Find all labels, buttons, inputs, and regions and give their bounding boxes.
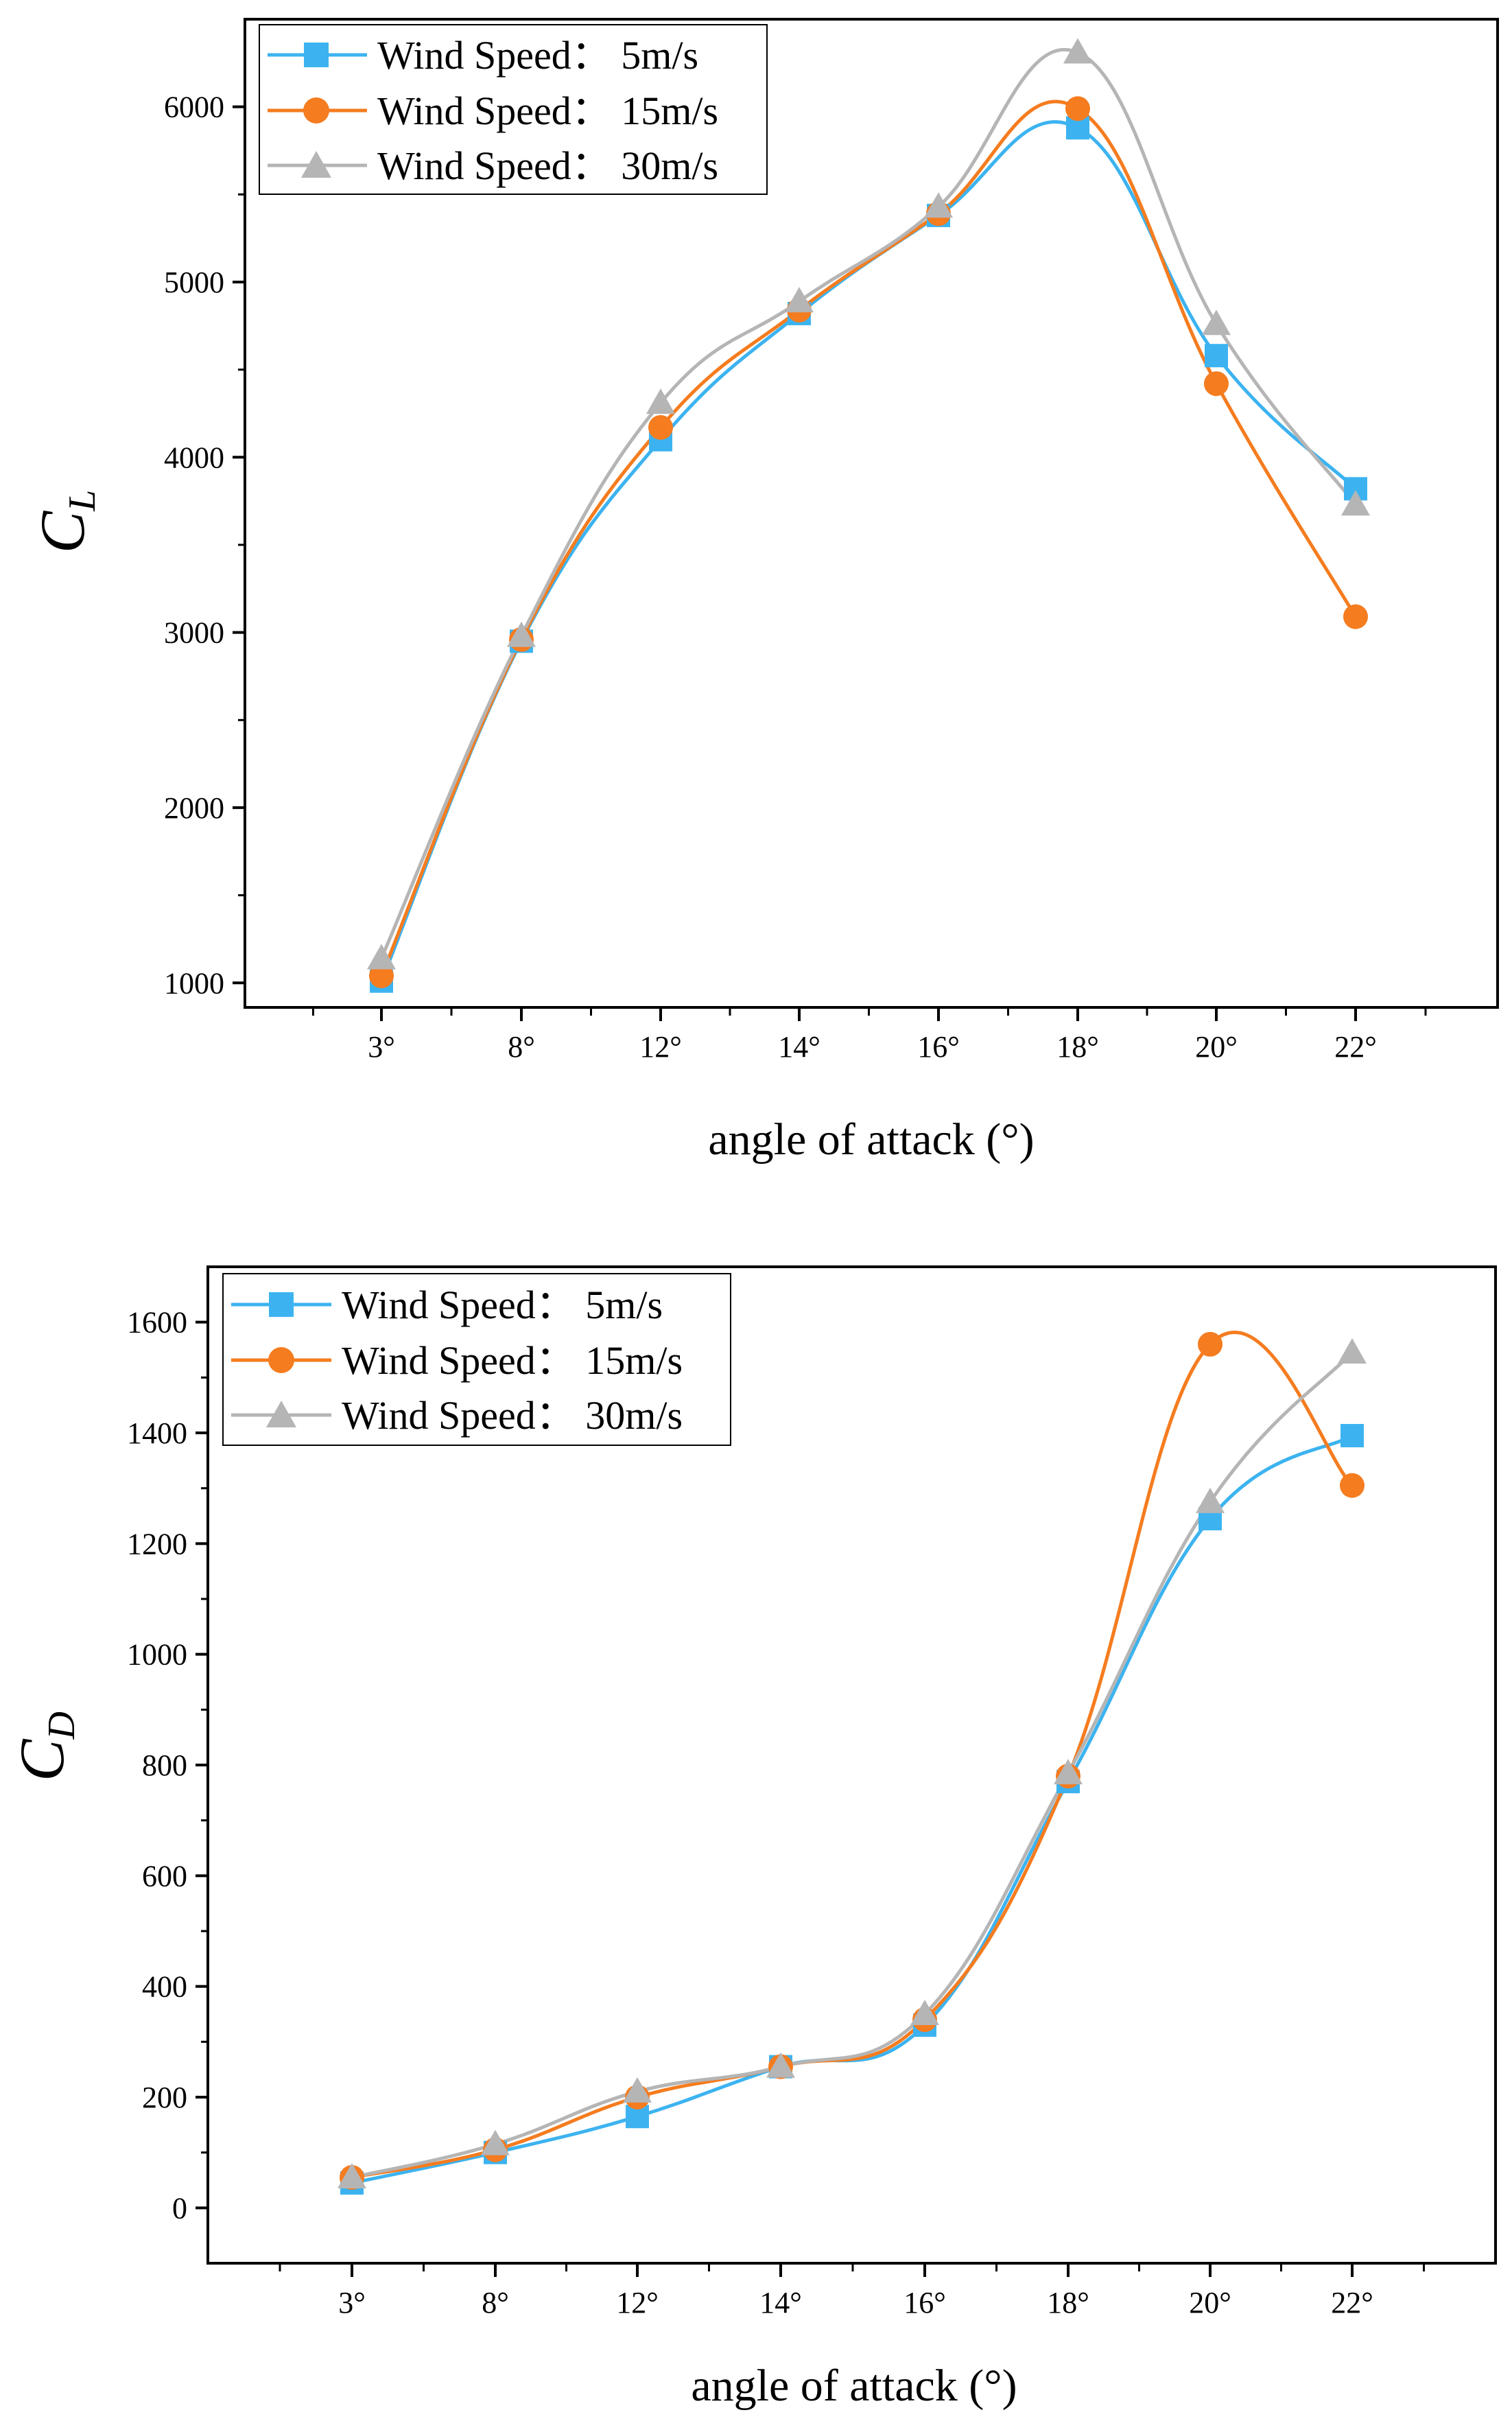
legend-label-5ms: Wind Speed： 5m/s <box>377 33 698 78</box>
data-point-30ms <box>1054 1759 1083 1785</box>
x-tick-label: 3° <box>368 1030 395 1064</box>
x-tick-label: 16° <box>903 2286 946 2319</box>
y-axis-title-main: C <box>7 1738 77 1781</box>
y-tick-label: 200 <box>142 2081 187 2114</box>
data-point-30ms <box>481 2129 510 2155</box>
data-point-5ms <box>1340 1424 1364 1448</box>
data-point-30ms <box>766 2052 795 2078</box>
legend: Wind Speed： 5m/s Wind Speed： 15m/s Wind … <box>222 1273 731 1446</box>
data-point-30ms <box>367 944 396 970</box>
legend-marker-30ms <box>266 1401 296 1427</box>
y-axis-title-subscript: D <box>40 1711 83 1740</box>
y-tick-label: 3000 <box>164 616 224 650</box>
y-axis-ticks: 0 200 400 600 800 1000 1200 1400 1600 <box>127 1306 208 2225</box>
legend-marker-15ms <box>303 97 329 124</box>
data-point-30ms <box>1341 490 1370 516</box>
data-point-30ms <box>924 192 953 218</box>
chart-lift: 1000 2000 3000 4000 5000 6000 3° 8° 12° 14° 16° 18… <box>27 18 1499 1165</box>
x-tick-label: 12° <box>616 2286 659 2319</box>
legend-marker-30ms <box>301 151 331 178</box>
y-tick-label: 4000 <box>164 441 224 474</box>
data-point-15ms <box>1340 1473 1365 1498</box>
data-point-30ms <box>507 621 536 647</box>
data-point-15ms <box>369 963 394 989</box>
y-tick-label: 800 <box>142 1749 187 1782</box>
x-tick-label: 20° <box>1189 2286 1231 2319</box>
data-point-15ms <box>1343 604 1368 629</box>
x-axis-ticks: 3° 8° 12° 14° 16° 18° 20° 22° <box>279 2263 1425 2319</box>
svg-text:CD: CD <box>7 1711 83 1781</box>
data-point-30ms <box>1202 309 1231 336</box>
x-tick-label: 22° <box>1334 1030 1377 1064</box>
x-axis-title: angle of attack (°) <box>708 1114 1034 1165</box>
legend-marker-5ms <box>304 43 329 67</box>
data-point-30ms <box>623 2077 652 2103</box>
x-axis-title: angle of attack (°) <box>691 2361 1017 2411</box>
legend-marker-15ms <box>268 1347 294 1373</box>
data-point-30ms <box>338 2162 366 2188</box>
y-tick-label: 2000 <box>164 791 224 825</box>
y-tick-label: 600 <box>142 1859 187 1893</box>
chart-drag: 0 200 400 600 800 1000 1200 1400 1600 3° 8° 12° 14°… <box>7 1265 1497 2411</box>
series-layer <box>367 38 1370 993</box>
series-layer <box>338 1330 1367 2195</box>
x-tick-label: 18° <box>1047 2286 1089 2319</box>
data-point-15ms <box>648 414 673 440</box>
data-point-30ms <box>1196 1487 1225 1513</box>
legend: Wind Speed： 5m/s Wind Speed： 15m/s Wind … <box>259 24 768 195</box>
legend-label-30ms: Wind Speed： 30m/s <box>342 1393 683 1438</box>
y-axis-title: CL <box>27 490 104 554</box>
x-tick-label: 18° <box>1056 1030 1099 1064</box>
legend-label-30ms: Wind Speed： 30m/s <box>377 143 718 188</box>
data-point-30ms <box>1338 1338 1367 1364</box>
y-tick-label: 5000 <box>164 266 224 299</box>
plot-frame <box>244 18 1499 1009</box>
y-axis-title: CD <box>7 1711 83 1781</box>
data-point-15ms <box>1198 1331 1222 1357</box>
y-tick-label: 1600 <box>127 1306 187 1340</box>
data-point-30ms <box>910 2000 939 2025</box>
data-point-30ms <box>1063 38 1092 64</box>
x-tick-label: 8° <box>482 2286 509 2319</box>
x-tick-label: 3° <box>338 2286 366 2319</box>
y-tick-label: 400 <box>142 1970 187 2004</box>
y-tick-label: 0 <box>172 2191 187 2225</box>
x-axis-ticks: 3° 8° 12° 14° 16° 18° 20° 22° <box>312 1007 1427 1064</box>
data-point-30ms <box>646 388 675 414</box>
data-point-30ms <box>785 287 814 313</box>
legend-marker-5ms <box>269 1292 294 1317</box>
x-tick-label: 20° <box>1195 1030 1238 1064</box>
y-axis-title-subscript: L <box>61 490 104 512</box>
x-tick-label: 16° <box>917 1030 960 1064</box>
data-point-15ms <box>1204 371 1229 397</box>
x-tick-label: 12° <box>639 1030 682 1064</box>
x-tick-label: 8° <box>508 1030 535 1064</box>
y-axis-ticks: 1000 2000 3000 4000 5000 6000 <box>164 91 245 1000</box>
y-tick-label: 6000 <box>164 91 224 124</box>
y-tick-label: 1000 <box>127 1638 187 1672</box>
x-tick-label: 22° <box>1331 2286 1373 2319</box>
svg-text:CL: CL <box>27 490 104 554</box>
legend-label-15ms: Wind Speed： 15m/s <box>342 1338 683 1383</box>
legend-label-15ms: Wind Speed： 15m/s <box>377 89 718 133</box>
y-axis-title-main: C <box>27 510 97 553</box>
y-tick-label: 1000 <box>164 966 224 1000</box>
y-tick-label: 1400 <box>127 1416 187 1450</box>
legend-label-5ms: Wind Speed： 5m/s <box>342 1283 663 1327</box>
series-line-5ms <box>351 1434 1354 2185</box>
x-tick-label: 14° <box>778 1030 820 1064</box>
x-tick-label: 14° <box>759 2286 802 2319</box>
y-tick-label: 1200 <box>127 1527 187 1561</box>
data-point-15ms <box>1065 96 1090 121</box>
data-point-5ms <box>1205 344 1228 368</box>
